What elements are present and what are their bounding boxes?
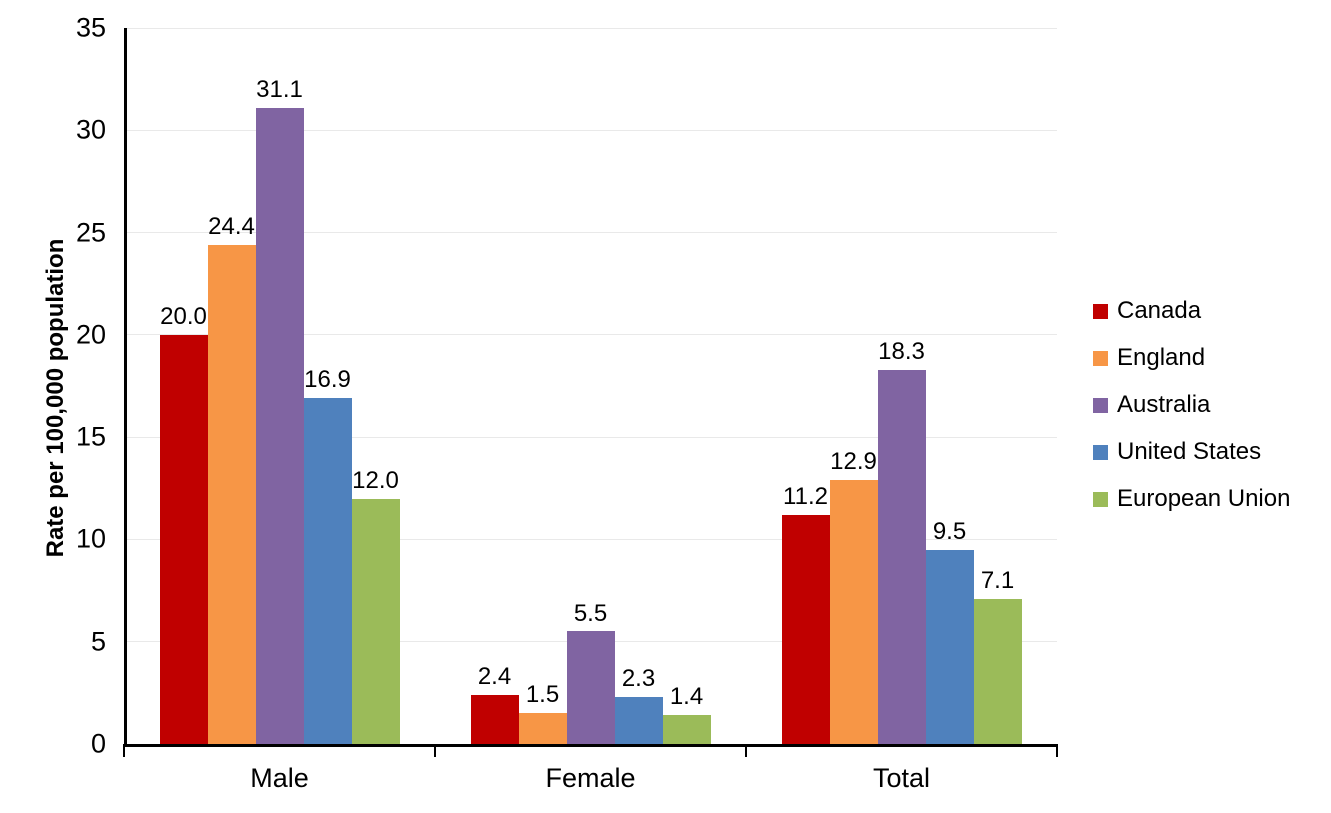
bar-value-label: 2.4 [477,662,512,690]
bar-value-label: 9.5 [932,517,967,545]
bar-value-label: 12.9 [830,448,877,476]
legend-label: England [1117,344,1206,371]
gridline [124,129,1057,131]
bar-england [829,480,878,744]
legend-item-australia: Australia [1093,393,1210,417]
bar-value-label: 1.5 [525,681,560,709]
bar-value-label: 7.1 [980,566,1015,594]
y-tick-label: 35 [75,12,106,43]
bar-value-label: 5.5 [573,599,608,627]
bar-australia [566,631,615,744]
x-axis-tick [123,744,125,757]
legend-label: Australia [1117,391,1211,418]
bar-value-label: 24.4 [208,212,255,240]
bar-canada [470,694,519,744]
legend-item-england: England [1093,346,1205,370]
bar-canada [781,514,830,744]
legend-swatch [1093,444,1108,460]
y-tick-label: 30 [75,114,106,145]
legend-label: United States [1117,438,1262,465]
bar-european-union [351,498,400,744]
legend-swatch [1093,303,1108,319]
gridline [124,334,1057,336]
legend-item-european-union: European Union [1093,487,1290,511]
y-tick-label: 5 [90,626,106,657]
legend-item-canada: Canada [1093,299,1201,323]
x-axis-line [124,744,1058,747]
bar-australia [877,369,926,744]
bar-value-label: 20.0 [160,302,207,330]
gridline [124,436,1057,438]
bar-value-label: 11.2 [783,482,828,510]
legend-label: Canada [1117,297,1202,324]
y-tick-label: 10 [75,523,106,554]
legend-swatch [1093,350,1108,366]
bar-value-label: 16.9 [304,366,351,394]
gridline [124,27,1057,29]
y-axis-line [124,28,127,747]
x-axis-tick [745,744,747,757]
bar-england [207,244,256,744]
y-tick-label: 15 [75,421,106,452]
bar-european-union [973,598,1022,744]
legend-item-united-states: United States [1093,440,1261,464]
bar-england [518,713,567,744]
x-category-label: Female [545,763,636,793]
bar-value-label: 18.3 [878,337,925,365]
gridline [124,538,1057,540]
y-tick-label: 20 [75,319,106,350]
bar-value-label: 12.0 [352,466,399,494]
y-tick-label: 0 [90,728,106,759]
bar-australia [255,107,304,744]
legend-label: European Union [1117,485,1291,512]
bar-canada [159,334,208,744]
legend-swatch [1093,397,1108,413]
legend-swatch [1093,491,1108,507]
y-tick-label: 25 [75,217,106,248]
y-axis-title: Rate per 100,000 population [42,238,69,558]
bar-united-states [303,398,352,744]
x-axis-tick [434,744,436,757]
x-category-label: Total [872,763,931,793]
x-axis-tick [1056,744,1058,757]
bar-value-label: 1.4 [669,683,704,711]
bar-european-union [662,715,711,744]
x-category-label: Male [250,763,309,793]
bar-value-label: 31.1 [256,75,303,103]
bar-united-states [925,549,974,744]
bar-united-states [614,696,663,744]
gridline [124,232,1057,234]
bar-value-label: 2.3 [621,664,656,692]
